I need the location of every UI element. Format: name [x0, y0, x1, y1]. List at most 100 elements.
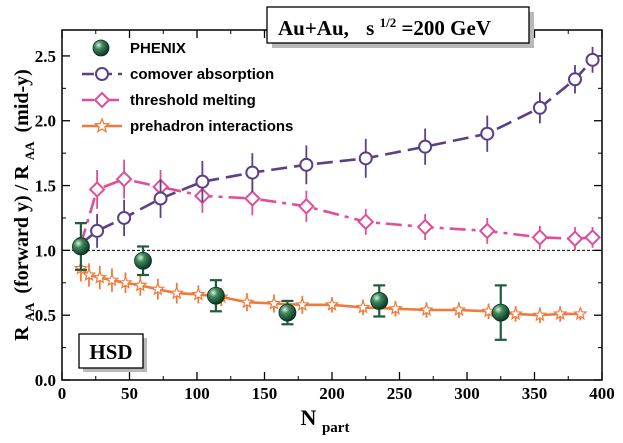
data-point [191, 286, 206, 301]
legend-item-comover: comover absorption [82, 66, 274, 83]
x-tick-label: 400 [589, 384, 615, 403]
data-point [324, 297, 340, 312]
x-tick-label: 50 [121, 384, 138, 403]
x-tick-label: 100 [184, 384, 210, 403]
data-point [90, 223, 105, 238]
y-axis-label-r1: R [11, 326, 33, 341]
x-tick-label: 150 [252, 384, 278, 403]
y-tick-label: 0.0 [35, 371, 56, 390]
x-tick-label: 250 [387, 384, 413, 403]
data-point [153, 191, 168, 206]
x-axis-label: N part [301, 405, 350, 436]
series-layer [72, 46, 601, 341]
data-point [81, 267, 97, 282]
data-point [491, 303, 510, 322]
legend-label-prehadron: prehadron interactions [130, 118, 293, 135]
data-point [370, 292, 389, 310]
legend-label-comover: comover absorption [130, 66, 274, 83]
data-point [88, 181, 106, 198]
title-energy-label: s [366, 16, 374, 40]
title-system: Au+Au, [278, 16, 349, 40]
legend-marker-comover [95, 67, 109, 81]
data-point [243, 190, 261, 207]
y-tick-label: 0.5 [35, 306, 56, 325]
data-point [266, 295, 282, 310]
data-point [169, 285, 185, 300]
legend-item-threshold: threshold melting [82, 91, 256, 109]
x-tick-label: 300 [454, 384, 480, 403]
data-point [416, 218, 434, 236]
data-point [278, 303, 297, 322]
data-point [478, 222, 496, 240]
data-point [104, 272, 120, 287]
data-point [134, 251, 152, 270]
y-axis-ticks: 0.0 0.5 1.0 1.5 2.0 2.5 [35, 47, 602, 390]
y-axis-label: R AA (forward y) / R AA (mid-y) [11, 69, 39, 341]
data-point [388, 301, 403, 315]
y-axis-label-tail: (mid-y) [11, 69, 33, 132]
data-point [72, 237, 90, 256]
data-point [297, 197, 315, 215]
series-line [80, 58, 594, 245]
legend-marker-phenix [92, 39, 110, 57]
legend-marker-threshold [93, 91, 111, 109]
data-point [92, 269, 108, 284]
model-label: HSD [89, 340, 132, 364]
data-point [115, 170, 133, 188]
legend-label-phenix: PHENIX [130, 40, 186, 57]
data-point [133, 277, 148, 292]
y-tick-label: 2.0 [35, 112, 56, 131]
data-point [585, 52, 600, 67]
x-tick-label: 200 [319, 384, 345, 403]
data-point [573, 306, 588, 321]
legend-item-phenix: PHENIX [92, 39, 186, 57]
data-point [584, 228, 601, 246]
data-point [480, 126, 495, 141]
data-point [419, 302, 434, 317]
data-point [531, 228, 549, 246]
x-tick-label: 350 [522, 384, 548, 403]
data-point [418, 139, 433, 154]
legend-marker-prehadron [93, 117, 111, 134]
series-threshold-melting [72, 159, 601, 257]
data-point [295, 297, 310, 312]
model-box [78, 333, 144, 369]
title-energy-sup: 1/2 [380, 15, 397, 30]
data-point [451, 302, 467, 317]
y-tick-label: 1.0 [35, 241, 56, 260]
data-point [245, 165, 260, 180]
data-point [195, 174, 210, 189]
legend-item-prehadron: prehadron interactions [82, 117, 293, 135]
y-axis-label-mid: (forward y) / R [11, 165, 33, 294]
data-point [150, 281, 166, 296]
data-point [117, 210, 132, 225]
title-energy-value: =200 GeV [401, 16, 491, 40]
y-tick-label: 2.5 [35, 47, 56, 66]
series-comover-absorption [73, 46, 600, 257]
data-point [568, 72, 582, 87]
data-point [532, 100, 547, 115]
data-point [299, 157, 314, 172]
data-point [532, 307, 548, 322]
y-axis-label-s1: AA [22, 302, 37, 321]
data-point [206, 286, 225, 305]
legend-label-threshold: threshold melting [130, 92, 256, 109]
series-phenix [72, 222, 510, 341]
x-axis-ticks: 0 50 100 150 200 250 300 350 400 [58, 30, 615, 403]
data-point [358, 151, 373, 166]
y-tick-label: 1.5 [35, 177, 56, 196]
data-point [357, 213, 375, 231]
data-point [552, 306, 568, 321]
x-tick-label: 0 [58, 384, 67, 403]
x-axis-label-sub: part [322, 420, 350, 436]
y-axis-label-s2: AA [22, 141, 37, 160]
data-point [239, 294, 255, 309]
title-text: Au+Au, s 1/2 =200 GeV [278, 8, 491, 40]
data-point [118, 275, 133, 289]
title-box [266, 6, 530, 44]
x-axis-label-main: N [301, 405, 317, 430]
data-point [355, 299, 371, 314]
data-point [508, 306, 523, 321]
legend: PHENIX comover absorption threshold melt… [82, 39, 293, 135]
